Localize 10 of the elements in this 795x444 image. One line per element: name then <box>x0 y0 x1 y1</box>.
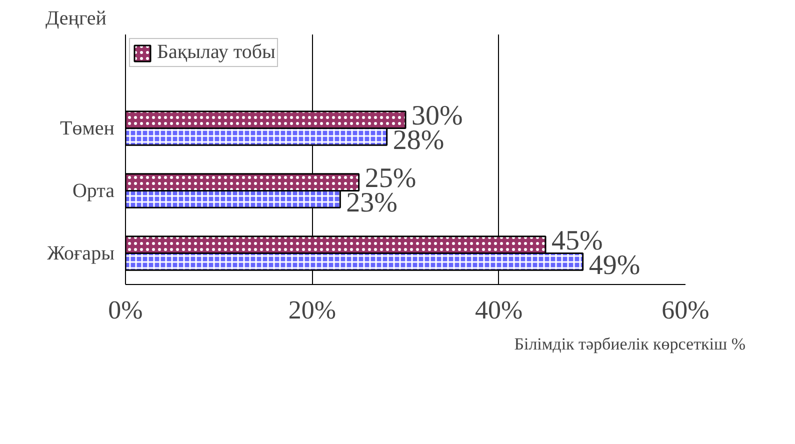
y-tick-label: Төмен <box>60 117 115 140</box>
legend-label: Бақылау тобы <box>157 41 276 64</box>
x-axis-title: Білімдік тәрбиелік көрсеткіш % <box>514 334 746 354</box>
x-tick-label: 40% <box>475 296 523 324</box>
y-tick-label: Жоғары <box>47 242 114 264</box>
y-axis-title: Деңгей <box>46 8 107 30</box>
x-tick-label: 20% <box>288 296 336 324</box>
y-tick-label: Орта <box>72 180 115 202</box>
x-tick-label: 0% <box>108 296 143 324</box>
x-tick-label: 60% <box>662 296 710 324</box>
